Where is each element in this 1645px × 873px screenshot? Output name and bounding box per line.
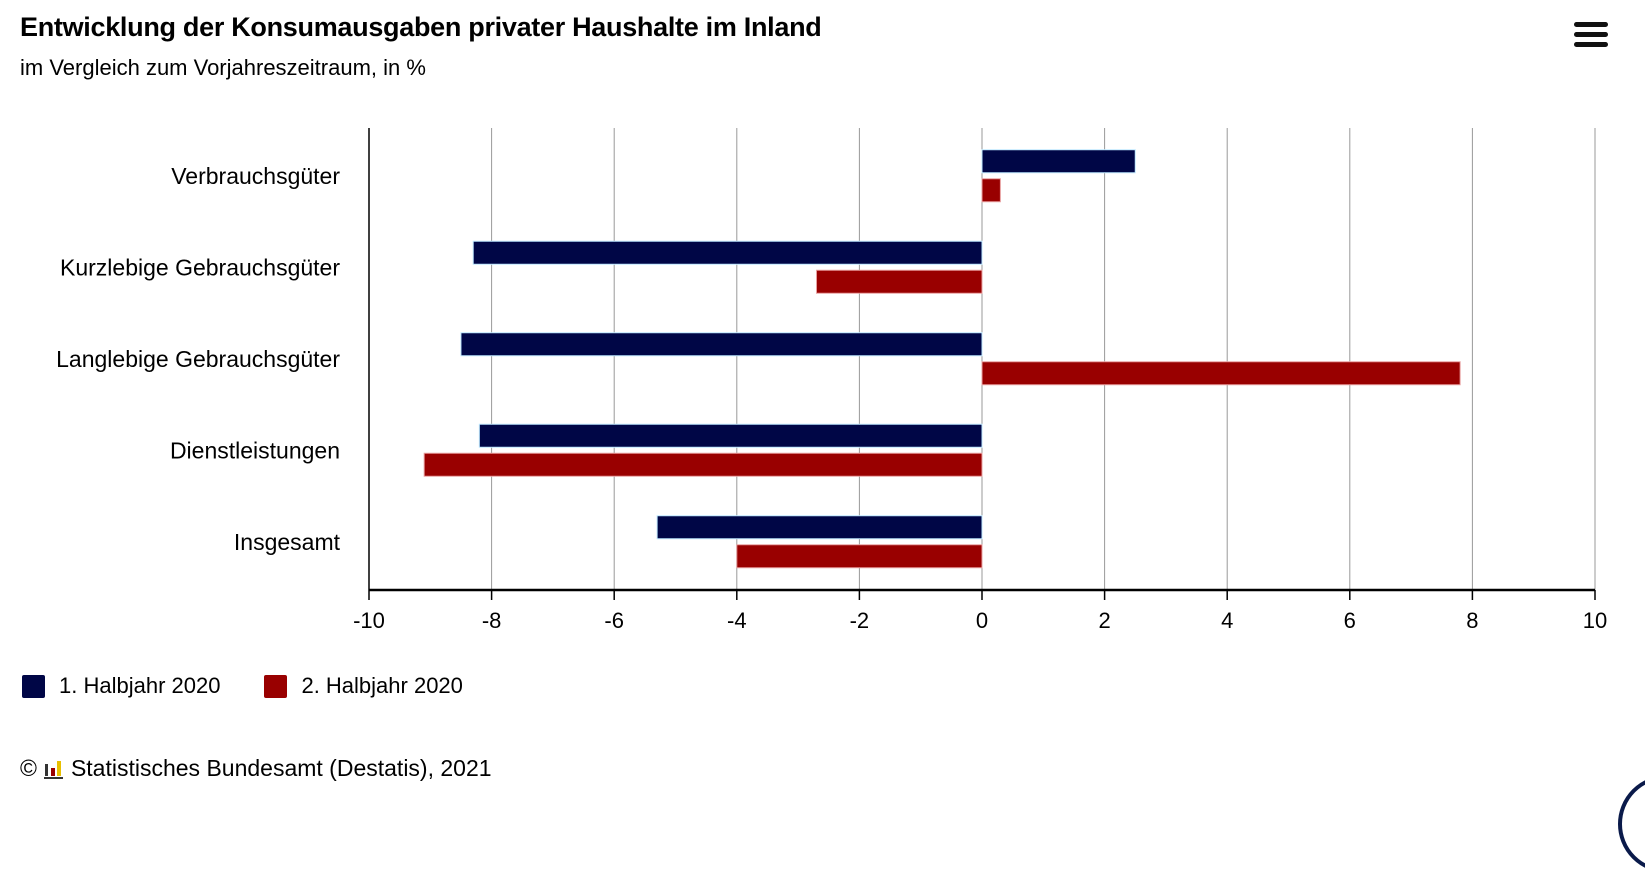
- destatis-logo-icon: [43, 760, 63, 779]
- bar-2: [981, 178, 1001, 203]
- credit-line: © Statistisches Bundesamt (Destatis), 20…: [20, 755, 492, 782]
- category-label: Verbrauchsgüter: [171, 163, 340, 189]
- category-label: Insgesamt: [234, 529, 341, 555]
- x-tick-label: 10: [1583, 608, 1607, 633]
- legend-item-series-1[interactable]: 1. Halbjahr 2020: [22, 673, 220, 699]
- bar-2: [736, 544, 983, 569]
- x-tick-label: 8: [1466, 608, 1478, 633]
- legend: 1. Halbjahr 2020 2. Halbjahr 2020: [22, 673, 463, 699]
- category-label: Kurzlebige Gebrauchsgüter: [60, 254, 340, 280]
- bar-1: [478, 423, 983, 448]
- x-tick-label: -4: [727, 608, 747, 633]
- x-tick-label: -8: [482, 608, 502, 633]
- x-tick-label: -10: [353, 608, 385, 633]
- x-tick-label: 0: [976, 608, 988, 633]
- x-tick-label: -2: [850, 608, 870, 633]
- legend-label: 2. Halbjahr 2020: [301, 673, 463, 698]
- x-tick-label: 6: [1344, 608, 1356, 633]
- legend-swatch: [264, 674, 288, 698]
- credit-text: Statistisches Bundesamt (Destatis), 2021: [70, 755, 492, 781]
- legend-label: 1. Halbjahr 2020: [59, 673, 221, 698]
- category-label: Dienstleistungen: [170, 437, 340, 463]
- hamburger-menu-icon[interactable]: [1574, 22, 1608, 48]
- chart-title: Entwicklung der Konsumausgaben privater …: [20, 12, 822, 42]
- x-tick-label: -6: [604, 608, 624, 633]
- copyright-symbol: ©: [20, 755, 37, 781]
- legend-item-series-2[interactable]: 2. Halbjahr 2020: [264, 673, 463, 699]
- x-tick-label: 2: [1098, 608, 1110, 633]
- bar-2: [423, 452, 983, 477]
- bar-2: [981, 361, 1461, 386]
- x-tick-label: 4: [1221, 608, 1233, 633]
- bar-2: [815, 269, 983, 294]
- bar-1: [460, 332, 983, 357]
- category-label: Langlebige Gebrauchsgüter: [56, 346, 340, 372]
- bar-chart: -10 -8 -6 -4 -2 0 2 4 6 8 10 Verbrauchsgüter Kurzleb…: [56, 128, 1607, 633]
- bar-1: [656, 515, 983, 540]
- bar-1: [472, 240, 983, 265]
- bar-1: [981, 149, 1136, 174]
- legend-swatch: [22, 674, 45, 698]
- chart-subtitle: im Vergleich zum Vorjahreszeitraum, in %: [20, 55, 426, 80]
